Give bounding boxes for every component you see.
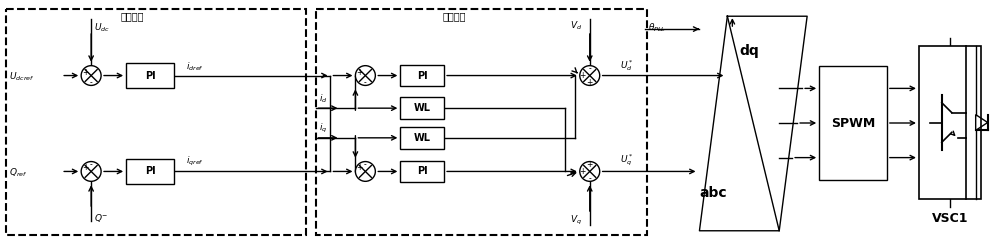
Text: dq: dq xyxy=(739,44,759,58)
Bar xyxy=(400,97,444,119)
Circle shape xyxy=(580,66,600,85)
Circle shape xyxy=(81,66,101,85)
Text: WL: WL xyxy=(414,133,431,143)
Text: -: - xyxy=(90,160,93,169)
Text: -: - xyxy=(364,78,367,87)
Text: +: + xyxy=(580,71,586,80)
Circle shape xyxy=(355,162,375,181)
Polygon shape xyxy=(699,16,807,231)
Bar xyxy=(400,161,444,182)
Text: $i_{dref}$: $i_{dref}$ xyxy=(186,60,204,73)
Text: WL: WL xyxy=(414,103,431,113)
Text: -: - xyxy=(364,160,367,169)
Text: $\theta_{PLL}$: $\theta_{PLL}$ xyxy=(648,21,666,34)
Text: $U_d^*$: $U_d^*$ xyxy=(620,58,633,73)
Text: $V_d$: $V_d$ xyxy=(570,19,582,32)
Bar xyxy=(400,127,444,149)
Text: +: + xyxy=(356,164,363,172)
Bar xyxy=(126,159,174,184)
Text: $i_{qref}$: $i_{qref}$ xyxy=(186,155,204,169)
Text: $i_q$: $i_q$ xyxy=(319,122,327,135)
Text: +: + xyxy=(580,167,586,176)
Text: $i_d$: $i_d$ xyxy=(319,93,327,105)
Circle shape xyxy=(580,162,600,181)
Text: -: - xyxy=(90,78,93,87)
Circle shape xyxy=(81,162,101,181)
Text: 内环控制: 内环控制 xyxy=(443,11,466,21)
Text: abc: abc xyxy=(700,186,727,200)
Text: $U_q^*$: $U_q^*$ xyxy=(620,153,633,169)
Text: +: + xyxy=(82,164,88,172)
Text: PI: PI xyxy=(145,71,155,80)
Text: +: + xyxy=(587,160,593,169)
Text: $V_q$: $V_q$ xyxy=(570,214,582,227)
Bar xyxy=(400,65,444,86)
Bar xyxy=(919,46,981,199)
Text: +: + xyxy=(82,68,88,77)
Bar xyxy=(126,63,174,88)
Text: 外环控制: 外环控制 xyxy=(120,11,144,21)
Text: VSC1: VSC1 xyxy=(931,212,968,225)
Bar xyxy=(819,66,887,180)
Text: $Q^{-}$: $Q^{-}$ xyxy=(94,212,109,224)
Circle shape xyxy=(355,66,375,85)
Text: PI: PI xyxy=(417,167,428,176)
Text: $Q_{ref}$: $Q_{ref}$ xyxy=(9,166,28,179)
Text: PI: PI xyxy=(417,71,428,80)
Text: +: + xyxy=(587,78,593,87)
Text: $U_{dc}$: $U_{dc}$ xyxy=(94,21,110,34)
Text: PI: PI xyxy=(145,167,155,176)
Text: +: + xyxy=(356,68,363,77)
Text: SPWM: SPWM xyxy=(831,117,875,129)
Text: $U_{dcref}$: $U_{dcref}$ xyxy=(9,70,35,83)
Text: -: - xyxy=(588,174,591,183)
Text: -: - xyxy=(588,64,591,73)
